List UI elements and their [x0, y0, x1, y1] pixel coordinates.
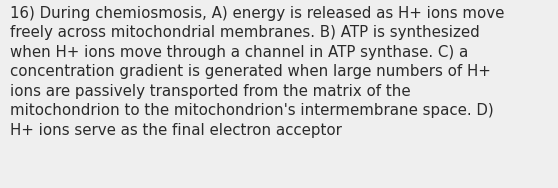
Text: 16) During chemiosmosis, A) energy is released as H+ ions move
freely across mit: 16) During chemiosmosis, A) energy is re…: [10, 6, 504, 138]
